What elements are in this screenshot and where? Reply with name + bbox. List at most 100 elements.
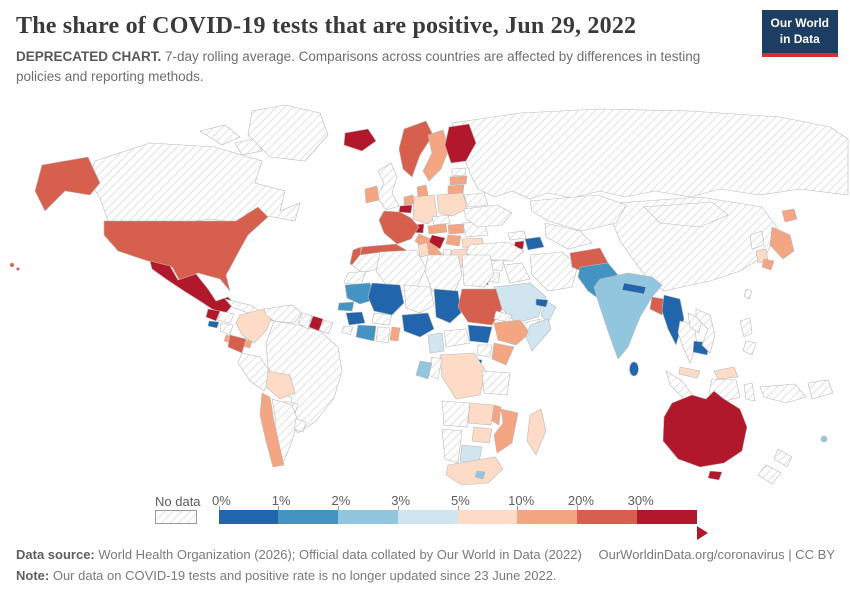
country-belarus[interactable] bbox=[463, 192, 489, 208]
country-chad[interactable] bbox=[433, 288, 462, 324]
owid-logo[interactable]: Our World in Data bbox=[761, 10, 838, 58]
country-poland[interactable] bbox=[436, 192, 468, 217]
country-central-african-republic[interactable] bbox=[443, 328, 471, 348]
country-tasmania[interactable] bbox=[707, 470, 723, 481]
country-malawi[interactable] bbox=[491, 404, 502, 426]
country-south-africa[interactable] bbox=[445, 456, 504, 486]
country-egypt[interactable] bbox=[461, 254, 495, 288]
country-madagascar[interactable] bbox=[526, 408, 547, 456]
country-united-kingdom[interactable] bbox=[376, 162, 400, 211]
country-ukraine[interactable] bbox=[463, 204, 513, 228]
country-serbia[interactable] bbox=[445, 234, 462, 247]
country-french-guiana[interactable] bbox=[318, 319, 334, 335]
country-guyana[interactable] bbox=[297, 312, 313, 330]
country-burkina-faso[interactable] bbox=[371, 312, 393, 326]
country-bangladesh[interactable] bbox=[649, 296, 665, 316]
country-angola[interactable] bbox=[441, 400, 471, 428]
country-namibia[interactable] bbox=[441, 428, 463, 464]
country-iraq[interactable] bbox=[503, 262, 531, 284]
country-uganda[interactable] bbox=[476, 344, 493, 358]
country-hawaii-2[interactable] bbox=[16, 267, 20, 271]
country-hawaii[interactable] bbox=[9, 262, 15, 268]
legend-bin-0[interactable]: 0% bbox=[212, 493, 279, 524]
country-azerbaijan[interactable] bbox=[524, 236, 545, 251]
country-gabon[interactable] bbox=[415, 360, 433, 380]
legend-bin-5[interactable]: 10% bbox=[508, 493, 578, 524]
country-south-sudan[interactable] bbox=[467, 324, 493, 344]
legend-bin-6[interactable]: 20% bbox=[568, 493, 637, 524]
country-ecuador[interactable] bbox=[227, 334, 247, 354]
country-peru[interactable] bbox=[237, 352, 273, 392]
legend-bin-2[interactable]: 2% bbox=[331, 493, 398, 524]
country-taiwan[interactable] bbox=[743, 288, 753, 300]
country-netherlands[interactable] bbox=[403, 194, 415, 206]
country-venezuela[interactable] bbox=[263, 304, 303, 324]
country-el-salvador[interactable] bbox=[207, 320, 220, 329]
country-iran[interactable] bbox=[529, 251, 579, 292]
owid-link[interactable]: OurWorldinData.org/coronavirus | CC BY bbox=[598, 547, 835, 562]
country-zambia[interactable] bbox=[467, 402, 495, 426]
country-france[interactable] bbox=[378, 210, 420, 245]
country-kenya[interactable] bbox=[491, 342, 515, 366]
country-new-zealand[interactable] bbox=[757, 448, 793, 485]
country-mongolia[interactable] bbox=[643, 201, 729, 228]
country-nicaragua[interactable] bbox=[219, 322, 234, 336]
country-somalia[interactable] bbox=[525, 318, 552, 352]
country-ivory-coast[interactable] bbox=[355, 324, 377, 342]
legend-no-data[interactable]: No data bbox=[155, 494, 201, 540]
country-mozambique[interactable] bbox=[493, 408, 519, 454]
country-lesotho[interactable] bbox=[474, 470, 486, 480]
world-choropleth-map[interactable] bbox=[0, 103, 850, 495]
country-guinea[interactable] bbox=[345, 311, 366, 326]
country-vietnam[interactable] bbox=[695, 308, 716, 354]
country-chile[interactable] bbox=[259, 392, 285, 468]
country-brazil[interactable] bbox=[265, 320, 343, 434]
country-senegal[interactable] bbox=[337, 301, 355, 312]
legend-bin-3[interactable]: 3% bbox=[391, 493, 458, 524]
country-denmark[interactable] bbox=[416, 184, 429, 198]
country-mauritania[interactable] bbox=[344, 282, 377, 305]
country-belgium[interactable] bbox=[398, 204, 413, 214]
country-benin[interactable] bbox=[389, 326, 401, 342]
country-western-sahara[interactable] bbox=[343, 270, 367, 286]
country-zimbabwe[interactable] bbox=[471, 426, 493, 444]
country-united-arab-emirates[interactable] bbox=[535, 298, 549, 308]
country-russia[interactable] bbox=[451, 108, 849, 200]
country-ethiopia[interactable] bbox=[493, 319, 531, 346]
legend-bin-7[interactable]: 30% bbox=[628, 493, 697, 524]
country-tanzania[interactable] bbox=[481, 370, 511, 396]
legend-bin-1[interactable]: 1% bbox=[272, 493, 339, 524]
country-ireland[interactable] bbox=[364, 185, 380, 204]
country-nepal[interactable] bbox=[621, 282, 647, 295]
country-finland[interactable] bbox=[444, 123, 477, 164]
country-honduras[interactable] bbox=[217, 310, 235, 324]
country-austria[interactable] bbox=[427, 223, 448, 235]
country-estonia[interactable] bbox=[451, 167, 467, 177]
country-niger[interactable] bbox=[403, 284, 435, 314]
country-sierra-leone[interactable] bbox=[341, 325, 354, 336]
country-sri-lanka[interactable] bbox=[629, 361, 639, 377]
country-malaysia[interactable] bbox=[678, 366, 739, 380]
country-guatemala[interactable] bbox=[205, 308, 221, 322]
country-czechia[interactable] bbox=[431, 214, 451, 226]
country-australia[interactable] bbox=[662, 390, 748, 468]
country-croatia[interactable] bbox=[428, 234, 446, 250]
country-kazakhstan[interactable] bbox=[529, 194, 627, 232]
country-ghana[interactable] bbox=[375, 326, 391, 344]
country-greenland[interactable] bbox=[247, 104, 329, 162]
country-japan[interactable] bbox=[761, 208, 798, 271]
country-turkmenistan[interactable] bbox=[544, 222, 593, 250]
country-morocco[interactable] bbox=[351, 251, 383, 274]
country-nigeria[interactable] bbox=[401, 312, 435, 338]
country-hungary[interactable] bbox=[447, 223, 465, 235]
country-libya[interactable] bbox=[424, 254, 463, 294]
country-canada[interactable] bbox=[87, 124, 301, 224]
country-mali[interactable] bbox=[367, 282, 405, 316]
country-papua-new-guinea[interactable] bbox=[807, 379, 834, 400]
country-tunisia[interactable] bbox=[417, 242, 430, 258]
country-sweden[interactable] bbox=[422, 129, 450, 182]
country-fiji[interactable] bbox=[820, 435, 828, 443]
country-india[interactable] bbox=[593, 272, 663, 360]
country-china[interactable] bbox=[611, 196, 779, 292]
country-suriname[interactable] bbox=[308, 315, 324, 332]
